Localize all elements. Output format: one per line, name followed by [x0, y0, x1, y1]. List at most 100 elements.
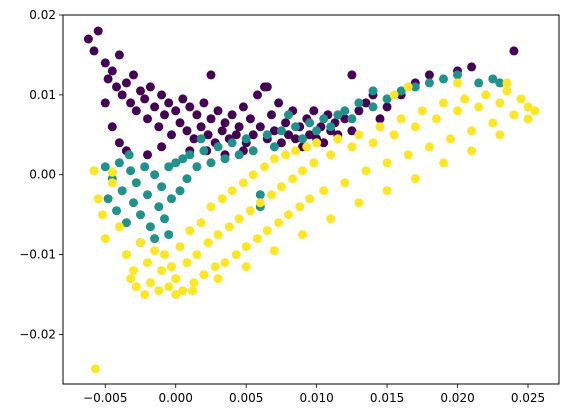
data-point: [117, 186, 127, 196]
data-point: [361, 166, 371, 176]
data-point: [276, 126, 286, 136]
data-point: [269, 142, 279, 152]
data-point: [100, 98, 110, 108]
data-point: [98, 210, 107, 220]
data-point: [382, 186, 392, 196]
data-point: [509, 110, 519, 120]
data-point: [347, 114, 357, 124]
data-point: [340, 114, 350, 124]
data-point: [424, 78, 434, 88]
data-point: [140, 162, 150, 172]
data-point: [192, 162, 202, 172]
data-point: [495, 78, 505, 88]
data-point: [245, 114, 255, 124]
data-point: [253, 90, 262, 100]
y-tick-label: 0.01: [29, 88, 56, 102]
data-point: [305, 118, 315, 128]
data-point: [347, 142, 357, 152]
data-point: [100, 234, 110, 244]
data-point: [182, 126, 192, 136]
data-point: [154, 122, 164, 132]
data-point: [220, 118, 230, 128]
data-point: [291, 146, 300, 156]
data-point: [217, 194, 227, 204]
data-point: [129, 70, 138, 80]
data-point: [284, 110, 293, 120]
data-point: [368, 102, 378, 112]
x-tick-label: 0.005: [229, 391, 263, 405]
data-point: [199, 270, 209, 280]
y-tick-label: 0.00: [29, 168, 56, 182]
data-point: [121, 78, 131, 88]
data-point: [431, 114, 441, 124]
data-point: [206, 70, 216, 80]
points-layer: [83, 26, 540, 374]
data-point: [488, 74, 498, 84]
data-point: [281, 118, 291, 128]
data-point: [196, 134, 206, 144]
data-point: [117, 90, 127, 100]
data-point: [302, 142, 312, 152]
data-point: [140, 290, 150, 299]
x-tick-label: 0.010: [299, 391, 333, 405]
data-point: [241, 242, 251, 252]
data-point: [389, 130, 399, 140]
data-point: [199, 146, 209, 156]
data-point: [474, 102, 484, 112]
data-point: [238, 178, 248, 188]
data-point: [157, 266, 167, 276]
data-point: [213, 230, 223, 240]
data-point: [276, 138, 286, 148]
data-point: [112, 82, 121, 92]
x-tick-label: 0.025: [511, 391, 545, 405]
data-point: [269, 246, 279, 256]
data-point: [136, 210, 145, 220]
data-point: [446, 134, 455, 144]
data-point: [171, 106, 181, 116]
data-point: [129, 198, 138, 208]
data-point: [319, 186, 329, 196]
data-point: [234, 214, 244, 224]
data-point: [178, 286, 188, 296]
data-point: [126, 98, 136, 108]
data-point: [238, 102, 248, 112]
data-point: [288, 174, 298, 184]
data-point: [213, 274, 223, 284]
data-point: [114, 158, 124, 168]
data-point: [164, 282, 174, 292]
data-point: [439, 98, 448, 108]
data-point: [340, 106, 350, 116]
data-point: [495, 98, 505, 108]
data-point: [255, 122, 265, 132]
data-point: [143, 258, 152, 268]
data-point: [291, 122, 300, 132]
data-point: [175, 242, 185, 252]
data-point: [206, 158, 216, 168]
data-point: [333, 134, 343, 144]
data-point: [189, 278, 199, 288]
data-point: [154, 286, 164, 296]
data-point: [241, 262, 251, 272]
data-point: [220, 258, 230, 268]
data-point: [396, 114, 406, 124]
data-point: [126, 274, 136, 284]
data-point: [145, 278, 155, 288]
data-point: [145, 222, 155, 232]
data-point: [403, 82, 413, 92]
data-point: [126, 166, 136, 176]
data-point: [114, 222, 124, 232]
data-point: [269, 126, 279, 136]
data-point: [160, 250, 169, 260]
data-point: [262, 82, 272, 92]
data-point: [361, 98, 371, 108]
data-point: [196, 122, 206, 132]
data-point: [439, 158, 448, 168]
data-point: [89, 166, 99, 176]
data-point: [248, 146, 258, 156]
data-point: [213, 142, 223, 152]
data-point: [523, 114, 533, 124]
data-point: [164, 162, 174, 172]
data-point: [114, 138, 124, 148]
data-point: [410, 122, 420, 132]
